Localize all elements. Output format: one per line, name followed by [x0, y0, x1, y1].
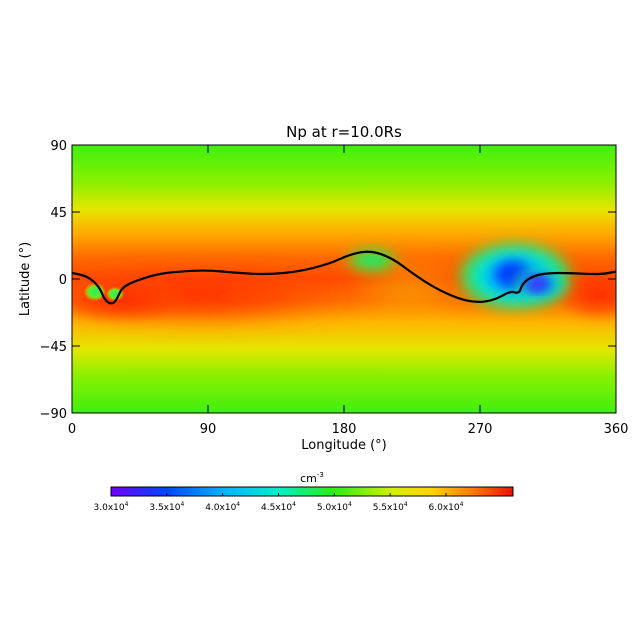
x-tick-label: 360	[604, 422, 629, 437]
x-tick-label: 90	[200, 422, 217, 437]
x-tick-label: 180	[332, 422, 357, 437]
chart-title: Np at r=10.0Rs	[286, 123, 402, 141]
colorbar-tick-label: 5.5x104	[373, 501, 408, 513]
y-axis: 90 45 0 −45 −90	[40, 139, 616, 422]
colorbar-tick-label: 4.5x104	[261, 501, 296, 513]
x-axis-label: Longitude (°)	[301, 438, 386, 453]
colorbar-tick-label: 5.0x104	[317, 501, 352, 513]
neutral-line	[72, 250, 616, 305]
y-tick-label: −90	[40, 407, 67, 422]
colorbar-tick-label: 6.0x104	[429, 501, 464, 513]
x-tick-label: 270	[468, 422, 493, 437]
y-tick-label: 90	[50, 139, 67, 154]
x-tick-label: 0	[68, 422, 76, 437]
colorbar-tick-label: 3.5x104	[149, 501, 184, 513]
density-heatmap	[72, 145, 616, 413]
y-axis-label: Latitude (°)	[18, 242, 33, 316]
colorbar-tick-label: 4.0x104	[205, 501, 240, 513]
colorbar-ticks: 3.0x104 3.5x104 4.0x104 4.5x104 5.0x104 5.5x1…	[94, 493, 464, 513]
x-axis: 0 90 180 270 360	[68, 145, 629, 437]
y-tick-label: 0	[59, 273, 67, 288]
colorbar-tick-label: 3.0x104	[94, 501, 129, 513]
colorbar	[110, 486, 514, 497]
y-tick-label: 45	[50, 206, 67, 221]
colorbar-unit: cm-3	[300, 471, 324, 485]
y-tick-label: −45	[40, 340, 67, 355]
